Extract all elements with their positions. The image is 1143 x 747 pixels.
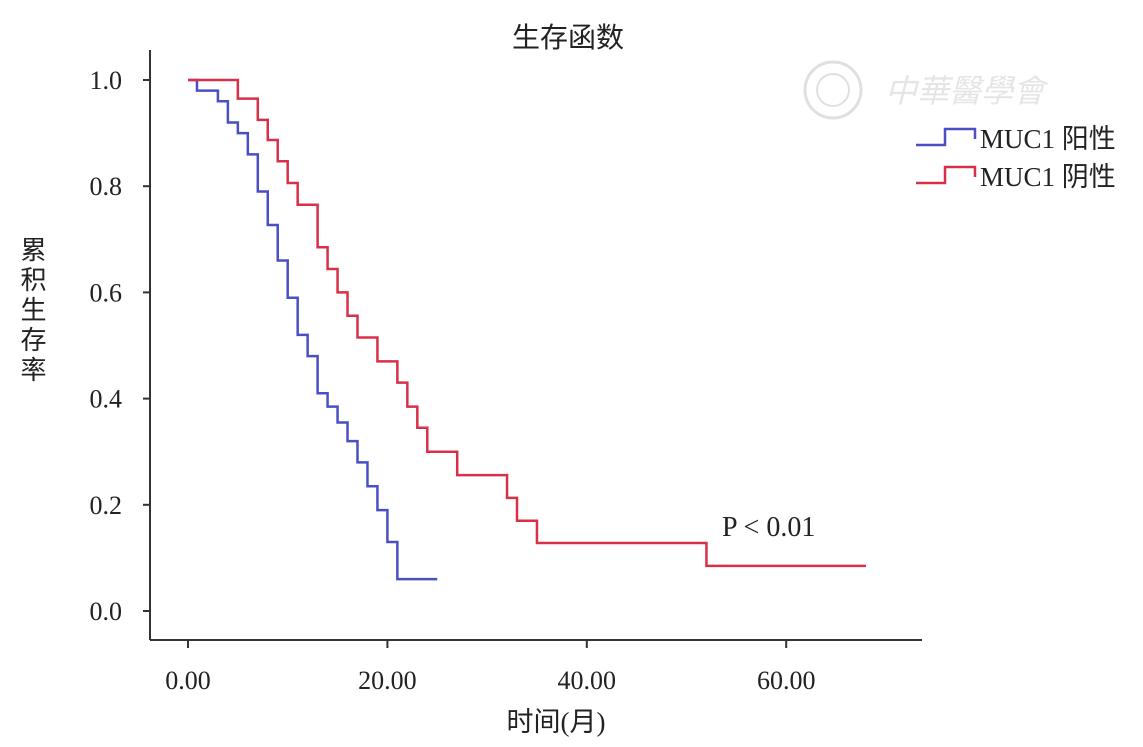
legend: MUC1 阳性 MUC1 阴性 — [916, 124, 1116, 192]
survival-curve-negative — [188, 78, 866, 568]
legend-label: MUC1 阴性 — [980, 162, 1116, 192]
watermark-text: 中華醫學會 — [885, 73, 1049, 109]
y-axis-label: 累积生存率 — [16, 236, 46, 386]
legend-swatch-0 — [916, 127, 977, 147]
survival-curve-positive — [189, 78, 438, 581]
x-tick-label: 40.00 — [558, 666, 617, 695]
y-tick-label: 0.0 — [90, 597, 123, 626]
x-tick-label: 20.00 — [358, 666, 417, 695]
y-tick-label: 0.2 — [90, 491, 123, 520]
p-value-annotation: P < 0.01 — [722, 512, 815, 543]
watermark: 中華醫學會 — [803, 60, 1049, 120]
x-tick-label: 0.00 — [165, 666, 211, 695]
y-tick-label: 0.6 — [90, 278, 123, 307]
chart-title: 生存函数 — [512, 22, 624, 54]
y-tick-label: 0.8 — [90, 172, 123, 201]
watermark-seal-icon — [803, 60, 863, 120]
x-axis-label: 时间(月) — [507, 707, 606, 737]
y-tick-label: 1.0 — [90, 66, 123, 95]
y-tick-label: 0.4 — [90, 385, 123, 414]
legend-label: MUC1 阳性 — [980, 124, 1116, 154]
x-tick-label: 60.00 — [757, 666, 816, 695]
legend-swatch-1 — [916, 165, 977, 185]
